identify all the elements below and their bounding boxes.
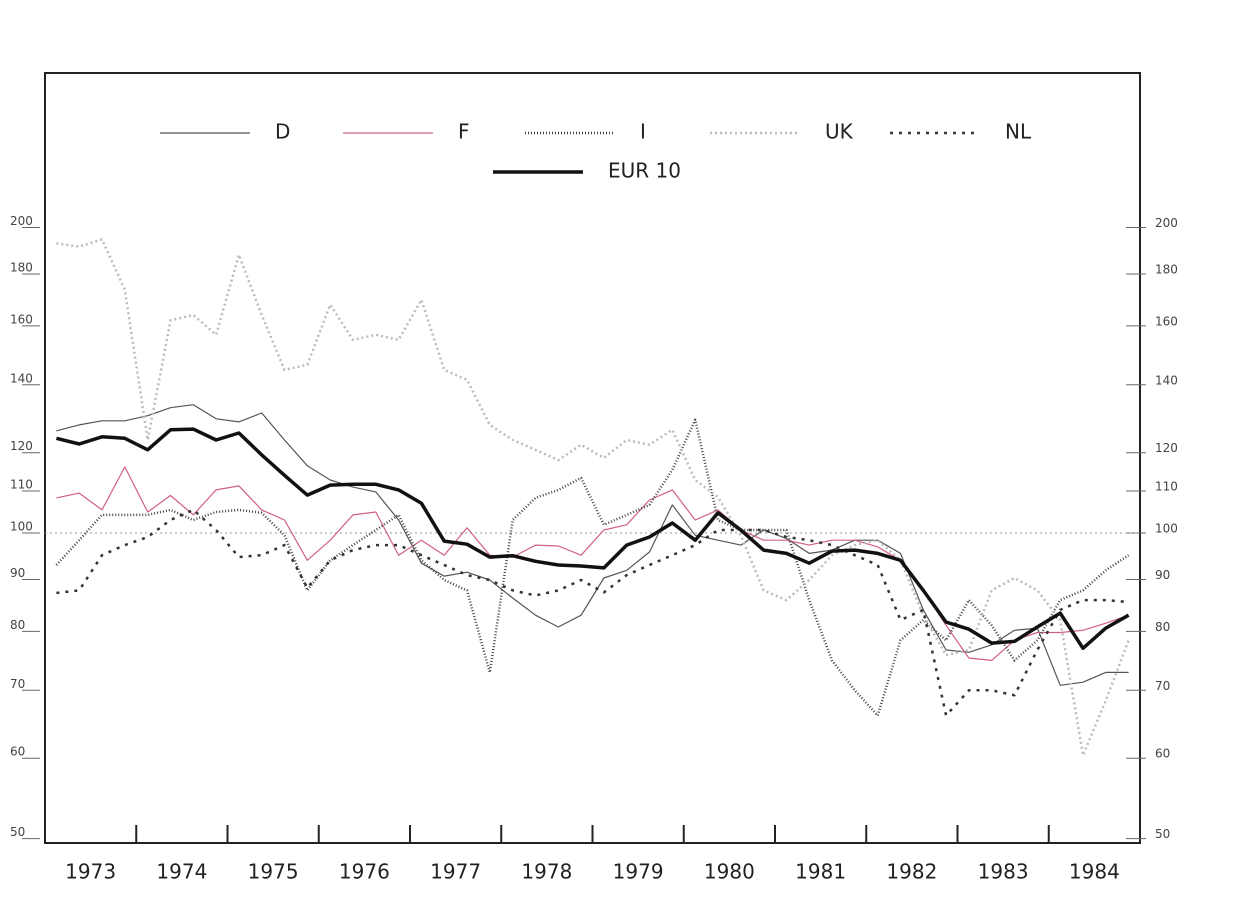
x-tick-label: 1979 (613, 860, 664, 884)
legend-label: F (458, 120, 470, 144)
x-tick-label: 1976 (339, 860, 390, 884)
y2-tick-label: 60 (1155, 747, 1170, 761)
legend-label: EUR 10 (608, 159, 681, 183)
y-tick-label: 110 (10, 478, 33, 492)
y2-tick-label: 180 (1155, 262, 1178, 276)
y-tick-label: 160 (10, 312, 33, 326)
y-tick-label: 80 (10, 618, 25, 632)
plot-frame (44, 72, 1141, 844)
legend-label: NL (1005, 120, 1032, 144)
y-tick-label: 90 (10, 566, 25, 580)
y2-tick-label: 70 (1155, 679, 1170, 693)
x-tick-label: 1974 (156, 860, 207, 884)
y-tick-label: 140 (10, 371, 33, 385)
y-tick-label: 120 (10, 439, 33, 453)
y2-tick-label: 100 (1155, 522, 1178, 536)
y-tick-label: 50 (10, 825, 25, 839)
x-tick-label: 1981 (795, 860, 846, 884)
y-tick-label: 200 (10, 214, 33, 228)
series-line (55, 418, 1130, 717)
x-tick-label: 1984 (1069, 860, 1120, 884)
y2-tick-label: 200 (1155, 216, 1178, 230)
series-line (56, 508, 1129, 717)
y-tick-label: 60 (10, 745, 25, 759)
x-tick-label: 1973 (65, 860, 116, 884)
x-tick-label: 1977 (430, 860, 481, 884)
legend-label: D (275, 120, 290, 144)
legend: D F I UK NL EUR 10 (160, 120, 1032, 183)
legend-label: I (640, 120, 646, 144)
y2-tick-label: 90 (1155, 568, 1170, 582)
y2-tick-label: 80 (1155, 620, 1170, 634)
y2-tick-label: 160 (1155, 314, 1178, 328)
y2-tick-label: 50 (1155, 827, 1170, 841)
y2-tick-label: 140 (1155, 373, 1178, 387)
series-line (56, 466, 1129, 661)
series-line (56, 404, 1129, 686)
y2-tick-label: 120 (1155, 441, 1178, 455)
legend-label: UK (825, 120, 854, 144)
y-tick-label: 180 (10, 260, 33, 274)
series-line (55, 427, 1130, 651)
x-tick-label: 1980 (704, 860, 755, 884)
x-tick-label: 1975 (248, 860, 299, 884)
y-tick-label: 100 (10, 520, 33, 534)
series-line (56, 238, 1130, 757)
x-tick-label: 1982 (886, 860, 937, 884)
x-tick-label: 1978 (521, 860, 572, 884)
y-tick-label: 70 (10, 677, 25, 691)
x-tick-label: 1983 (978, 860, 1029, 884)
y2-tick-label: 110 (1155, 480, 1178, 494)
